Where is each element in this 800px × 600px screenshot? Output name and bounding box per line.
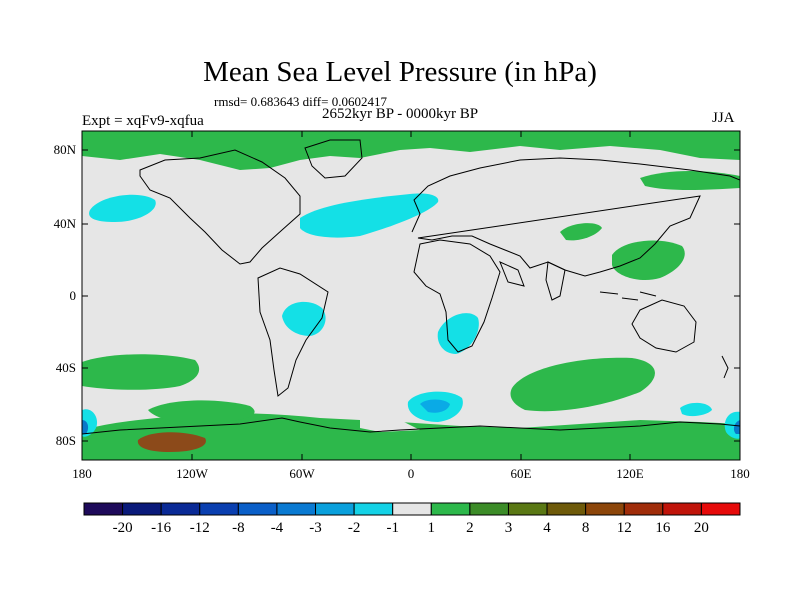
- amundsen-strong-positive-area: [137, 432, 206, 452]
- north-atlantic-negative-area: [300, 193, 439, 238]
- lon-label-180w: 180: [72, 466, 92, 481]
- stats-label: rmsd= 0.683643 diff= 0.0602417: [214, 94, 387, 109]
- colorbar-label: 4: [543, 520, 551, 536]
- dateline-east-core-area: [733, 420, 740, 434]
- colorbar-swatch: [276, 502, 317, 516]
- colorbar-swatch: [237, 502, 278, 516]
- ross-sea-positive-area: [148, 400, 255, 423]
- colorbar-swatch: [507, 502, 548, 516]
- axis-ticks: [82, 131, 740, 460]
- greenland-coast: [304, 139, 363, 179]
- south-asia-coast: [499, 261, 566, 301]
- colorbar-swatch: [700, 502, 741, 516]
- colorbar-swatch: [353, 502, 394, 516]
- colorbar-swatch: [662, 502, 702, 516]
- north-america-coast: [139, 149, 301, 265]
- colorbar-swatch: [585, 502, 625, 516]
- dateline-west-core-area: [82, 420, 89, 434]
- colorbar-label: 2: [466, 520, 474, 536]
- colorbar-swatch: [315, 502, 355, 516]
- new-zealand-coast: [721, 355, 729, 379]
- lat-label-40n: 40N: [53, 216, 76, 231]
- indonesia-coast: [599, 291, 657, 301]
- colorbar-label: -20: [112, 520, 133, 536]
- south-america-coast: [257, 267, 329, 397]
- colorbar-label: -3: [309, 520, 322, 536]
- west-pacific-positive-area: [612, 240, 685, 281]
- lon-label-0: 0: [407, 466, 415, 481]
- colorbar-label: 3: [504, 520, 513, 536]
- lat-label-40s: 40S: [55, 360, 76, 375]
- colorbar-swatch: [546, 502, 587, 516]
- colorbar: [83, 502, 741, 516]
- colorbar-label: 8: [581, 520, 590, 536]
- colorbar-label: 1: [427, 520, 436, 536]
- colorbar-label: -8: [232, 520, 245, 536]
- lon-label-120w: 120W: [176, 466, 208, 481]
- colorbar-swatch: [122, 502, 162, 516]
- colorbar-label: -4: [270, 520, 284, 536]
- lon-label-60e: 60E: [510, 466, 532, 481]
- colorbar-label: -2: [347, 520, 361, 536]
- siberia-positive-area: [640, 171, 740, 190]
- australia-coast: [631, 299, 697, 353]
- colorbar-swatch: [392, 502, 432, 516]
- lat-label-0: 0: [69, 288, 77, 303]
- south-atlantic-core-area: [420, 399, 450, 413]
- weddell-neutral-area: [360, 418, 420, 432]
- antarctica-coast: [82, 417, 740, 435]
- colorbar-swatch: [623, 502, 664, 516]
- lon-label-180e: 180: [730, 466, 750, 481]
- colorbar-label: -12: [189, 520, 210, 536]
- colorbar-swatch: [469, 502, 509, 516]
- colorbar-label: 20: [693, 520, 709, 536]
- colorbar-label: -1: [386, 520, 399, 536]
- colorbar-label: -16: [151, 520, 172, 536]
- lon-label-60w: 60W: [289, 466, 315, 481]
- colorbar-label: 12: [616, 520, 632, 536]
- season-label: JJA: [712, 110, 735, 126]
- north-pacific-negative-area: [89, 194, 156, 222]
- china-positive-area: [560, 223, 602, 241]
- experiment-label: Expt = xqFv9-xqfua: [82, 113, 204, 129]
- southern-africa-negative-area: [437, 313, 479, 354]
- map-title: Mean Sea Level Pressure (in hPa): [203, 56, 597, 88]
- anomaly-fields: [82, 131, 740, 460]
- ross-east-negative-area: [680, 402, 712, 417]
- lon-label-120e: 120E: [616, 466, 644, 481]
- colorbar-swatch: [430, 502, 471, 516]
- coastlines: [82, 139, 740, 435]
- south-pacific-positive-area: [82, 354, 200, 390]
- south-indian-positive-area: [510, 357, 655, 412]
- arctic-positive-area: [82, 131, 740, 170]
- colorbar-swatch: [83, 502, 124, 516]
- colorbar-label: 16: [655, 520, 671, 536]
- africa-coast: [413, 239, 501, 353]
- colorbar-swatch: [199, 502, 239, 516]
- antarctic-positive-area: [82, 413, 740, 460]
- lat-label-80n: 80N: [53, 142, 76, 157]
- period-label: 2652kyr BP - 0000kyr BP: [322, 106, 479, 122]
- lat-label-80s: 80S: [55, 433, 76, 448]
- colorbar-swatch: [160, 502, 201, 516]
